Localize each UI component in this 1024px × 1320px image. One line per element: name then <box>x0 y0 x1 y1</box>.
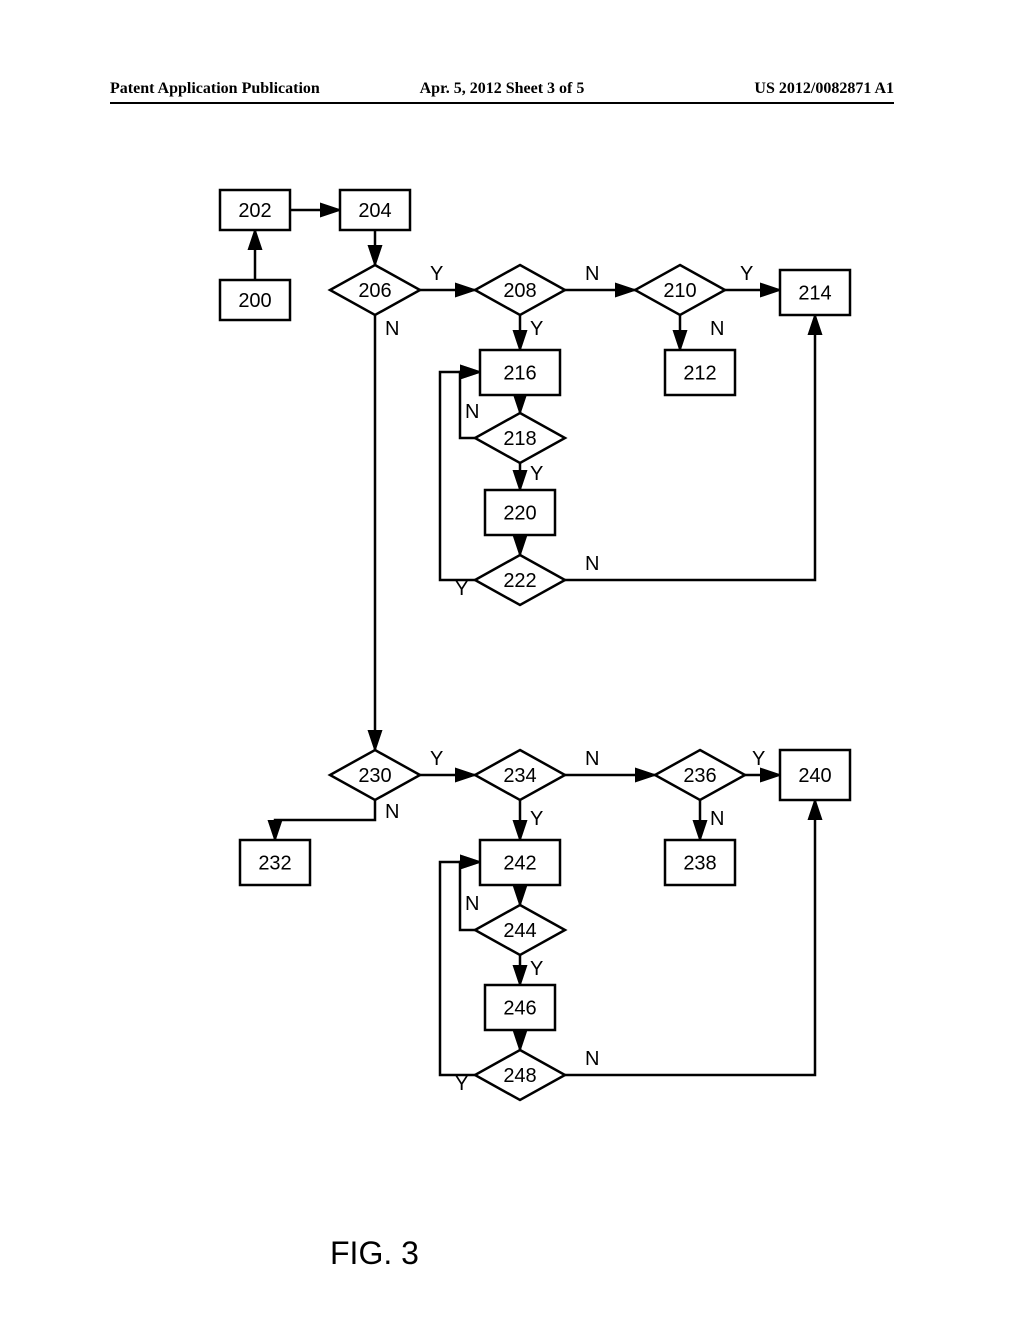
box-label-212: 212 <box>683 363 716 385</box>
diamond-label-230: 230 <box>358 765 391 787</box>
edge-label-e218_220: Y <box>530 463 543 485</box>
diamond-label-248: 248 <box>503 1065 536 1087</box>
figure-label: FIG. 3 <box>330 1235 419 1272</box>
edge-label-e222_214N: N <box>585 553 599 575</box>
edge-label-e210_212: N <box>710 318 724 340</box>
edge-e230_232 <box>275 800 375 840</box>
edge-label-e206_208: Y <box>430 263 443 285</box>
page: Patent Application Publication Apr. 5, 2… <box>0 0 1024 1320</box>
edge-label-e248_240N: N <box>585 1048 599 1070</box>
edge-label-e210_214: Y <box>740 263 753 285</box>
edge-label-e234_242: Y <box>530 808 543 830</box>
box-label-220: 220 <box>503 503 536 525</box>
edge-label-e206_230N: N <box>385 318 399 340</box>
box-label-216: 216 <box>503 363 536 385</box>
diamond-label-218: 218 <box>503 428 536 450</box>
header-right: US 2012/0082871 A1 <box>754 80 894 98</box>
box-label-204: 204 <box>358 200 391 222</box>
edge-label-e230_234: Y <box>430 748 443 770</box>
edge-label-e218_216N: N <box>465 401 479 423</box>
header-left: Patent Application Publication <box>110 80 320 98</box>
diamond-label-236: 236 <box>683 765 716 787</box>
edge-label-e244_246: Y <box>530 958 543 980</box>
box-label-238: 238 <box>683 853 716 875</box>
diamond-label-244: 244 <box>503 920 536 942</box>
flowchart-diagram: 200 202 204 212 214 216 220 232 238 240 242 246 206 2… <box>110 140 910 1220</box>
edge-label-e208_216: Y <box>530 318 543 340</box>
diamond-label-222: 222 <box>503 570 536 592</box>
diamond-label-208: 208 <box>503 280 536 302</box>
edge-label-e236_240: Y <box>752 748 765 770</box>
box-label-246: 246 <box>503 998 536 1020</box>
box-label-240: 240 <box>798 765 831 787</box>
edge-label-e208_210: N <box>585 263 599 285</box>
edge-label-e236_238: N <box>710 808 724 830</box>
edge-label-e230_232: N <box>385 801 399 823</box>
diamond-label-234: 234 <box>503 765 536 787</box>
box-label-214: 214 <box>798 283 831 305</box>
edge-label-e234_236: N <box>585 748 599 770</box>
flowchart-svg: 200 202 204 212 214 216 220 232 238 240 242 246 206 2… <box>110 140 910 1220</box>
diamond-label-210: 210 <box>663 280 696 302</box>
header-center: Apr. 5, 2012 Sheet 3 of 5 <box>420 80 585 98</box>
box-label-232: 232 <box>258 853 291 875</box>
box-label-202: 202 <box>238 200 271 222</box>
edge-label-e248_242Y: Y <box>455 1073 468 1095</box>
page-header: Patent Application Publication Apr. 5, 2… <box>110 80 894 104</box>
box-label-200: 200 <box>238 290 271 312</box>
edge-label-e222_216Y: Y <box>455 578 468 600</box>
edge-label-e244_242N: N <box>465 893 479 915</box>
box-label-242: 242 <box>503 853 536 875</box>
diamond-label-206: 206 <box>358 280 391 302</box>
